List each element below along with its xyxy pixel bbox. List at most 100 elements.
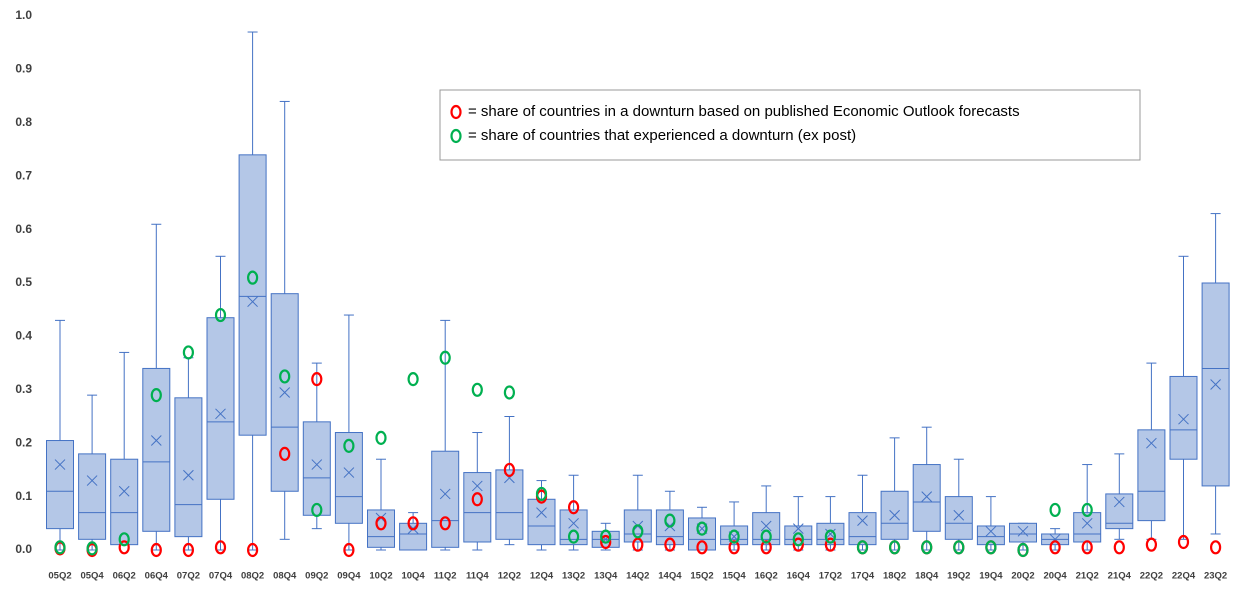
marker [407, 516, 419, 531]
mean-marker [1081, 517, 1093, 529]
mean-marker [54, 459, 66, 470]
marker [471, 492, 483, 507]
y-tick-label: 0.5 [15, 275, 32, 289]
box [238, 154, 267, 436]
marker [214, 307, 227, 323]
legend-marker [450, 128, 462, 144]
mean-marker [471, 480, 483, 492]
marker [118, 540, 130, 555]
x-tick-label: 11Q2 [434, 571, 457, 582]
y-tick-label: 0.9 [15, 62, 32, 76]
x-tick-label: 21Q4 [1108, 571, 1132, 582]
marker [953, 540, 965, 555]
mean-marker [439, 488, 451, 500]
box [142, 367, 171, 532]
marker [664, 513, 676, 528]
marker [343, 438, 355, 453]
marker [1049, 540, 1061, 555]
marker [311, 372, 323, 387]
box [495, 469, 524, 540]
x-tick-label: 17Q2 [819, 571, 842, 582]
box [78, 453, 107, 540]
x-tick-label: 13Q4 [594, 571, 618, 582]
x-tick-label: 09Q4 [337, 571, 361, 582]
y-tick-label: 0.0 [15, 542, 32, 556]
marker [247, 270, 259, 285]
mean-marker [953, 509, 965, 521]
marker [567, 500, 580, 515]
box [1169, 375, 1198, 460]
x-tick-label: 06Q2 [113, 571, 136, 582]
mean-marker [183, 469, 194, 481]
y-tick-label: 0.2 [15, 435, 32, 449]
x-tick-label: 15Q4 [722, 571, 746, 582]
box [110, 458, 139, 546]
box [1137, 429, 1166, 522]
x-tick-label: 16Q4 [787, 571, 811, 582]
box [174, 397, 203, 538]
mean-marker [921, 491, 933, 502]
box [206, 317, 235, 500]
x-tick-label: 07Q4 [209, 571, 233, 582]
marker [632, 537, 644, 552]
legend [439, 89, 1141, 161]
x-tick-label: 14Q4 [658, 571, 682, 582]
marker [1017, 542, 1029, 558]
marker [921, 540, 933, 555]
x-tick-label: 07Q2 [177, 571, 200, 582]
marker [343, 542, 355, 558]
box [431, 450, 460, 548]
mean-marker [118, 485, 130, 497]
x-tick-label: 23Q2 [1204, 571, 1227, 582]
y-tick-label: 0.1 [15, 489, 32, 503]
marker [439, 516, 451, 531]
marker [503, 462, 515, 477]
marker [824, 529, 837, 544]
marker [150, 542, 162, 558]
mean-marker [1178, 413, 1189, 425]
mean-marker [343, 467, 355, 478]
marker [375, 516, 387, 531]
marker [696, 521, 708, 536]
box [720, 525, 749, 546]
x-tick-label: 12Q4 [530, 571, 554, 582]
marker [182, 345, 194, 360]
x-tick-label: 10Q2 [369, 571, 392, 582]
box [1009, 522, 1037, 543]
x-tick-label: 05Q4 [80, 571, 104, 582]
x-tick-label: 13Q2 [562, 571, 585, 582]
marker [1113, 540, 1125, 555]
marker [664, 537, 676, 552]
x-tick-label: 22Q2 [1140, 571, 1163, 582]
box [399, 522, 428, 551]
box [302, 421, 331, 516]
mean-marker [792, 523, 804, 534]
y-tick-label: 0.8 [15, 115, 32, 129]
mean-marker [311, 459, 323, 470]
marker [792, 537, 804, 552]
legend-label: = share of countries that experienced a … [468, 127, 856, 144]
box [334, 432, 363, 524]
y-tick-label: 0.3 [15, 382, 32, 396]
mean-marker [1210, 379, 1221, 390]
marker [600, 534, 612, 550]
marker [279, 446, 291, 461]
mean-marker [825, 528, 836, 540]
marker [407, 372, 419, 387]
mean-marker [247, 296, 258, 308]
marker [1049, 502, 1061, 518]
box [463, 472, 492, 543]
x-tick-label: 17Q4 [851, 571, 875, 582]
marker [118, 532, 130, 547]
mean-marker [150, 435, 162, 446]
box [944, 496, 973, 540]
box [1073, 512, 1102, 543]
mean-marker [857, 515, 868, 526]
x-tick-label: 19Q4 [979, 571, 1003, 582]
x-tick-label: 06Q4 [145, 571, 169, 582]
mean-marker [86, 475, 98, 486]
box [527, 498, 556, 546]
mean-marker [1113, 496, 1125, 508]
marker [600, 529, 612, 544]
y-tick-label: 1.0 [15, 8, 32, 22]
